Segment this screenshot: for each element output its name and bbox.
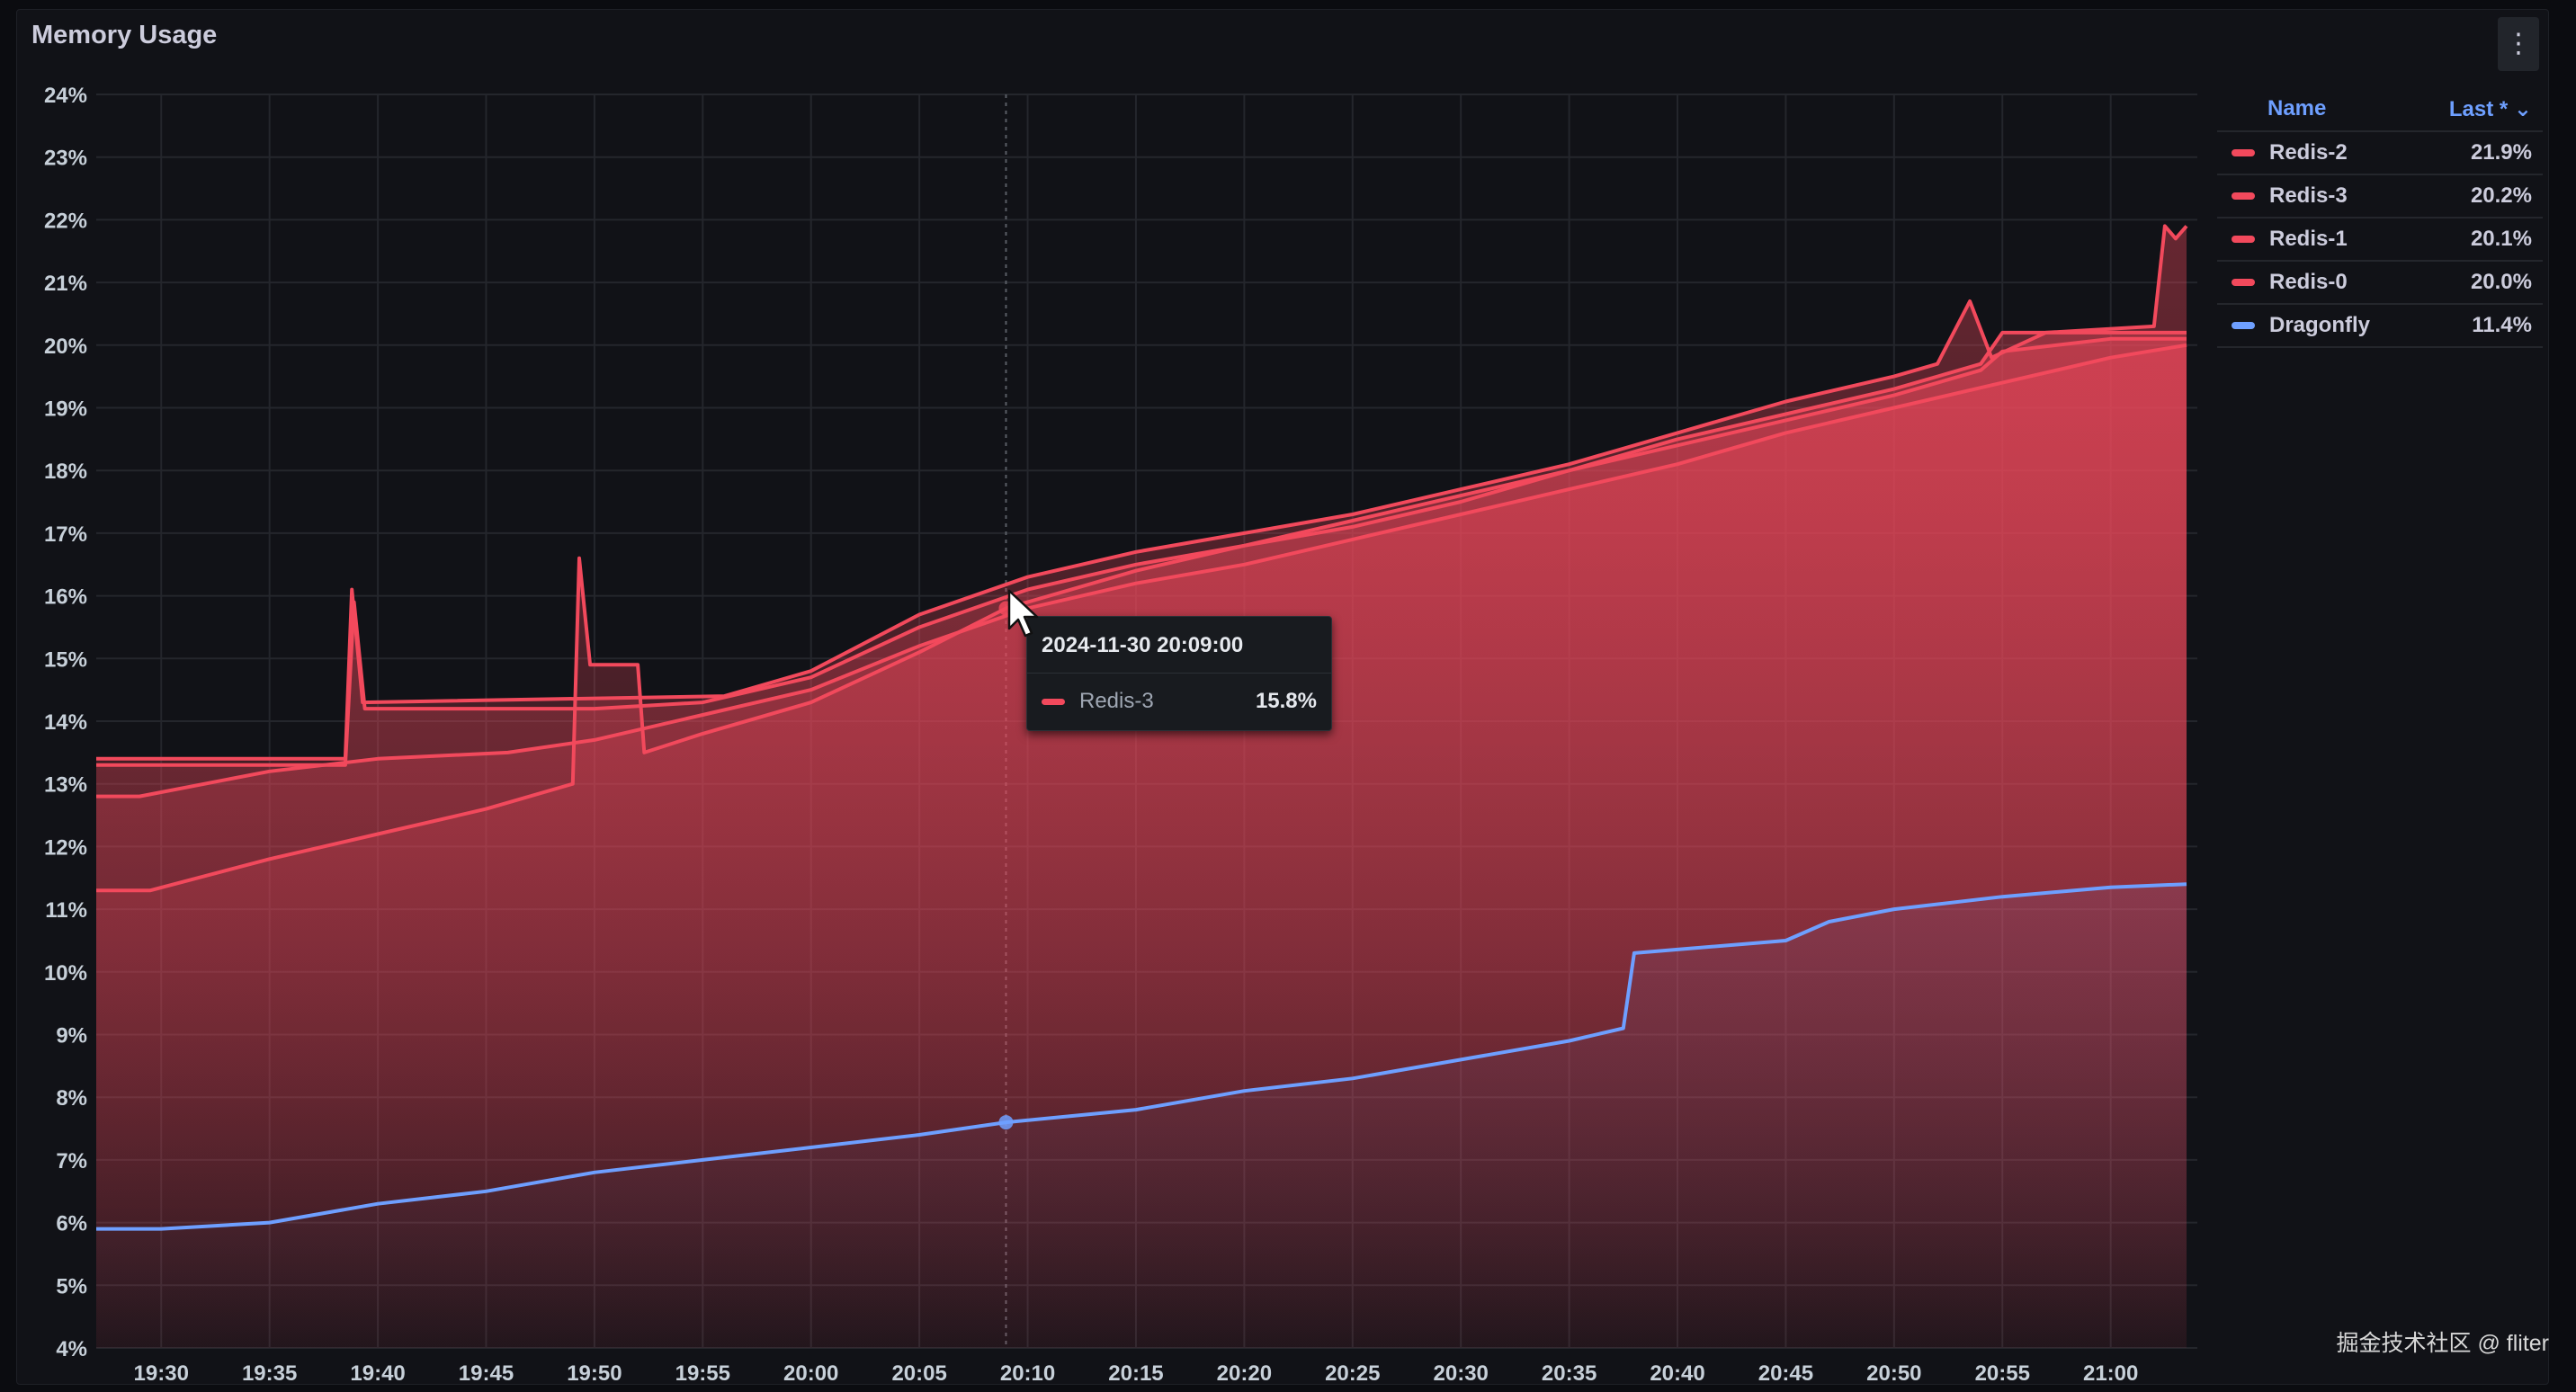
legend-item-value: 20.2% — [2470, 183, 2532, 208]
y-tick-label: 10% — [44, 961, 87, 986]
hover-marker-dragonfly — [998, 1115, 1014, 1130]
x-tick-label: 19:35 — [242, 1361, 297, 1386]
y-tick-label: 17% — [44, 522, 87, 547]
line-redis-1 — [96, 336, 2187, 767]
x-tick-label: 20:20 — [1217, 1361, 1272, 1386]
panel-title: Memory Usage — [31, 21, 218, 49]
legend-item-redis-3[interactable]: Redis-3 20.2% — [2217, 175, 2543, 219]
y-tick-label: 11% — [45, 898, 87, 923]
x-tick-label: 20:45 — [1758, 1361, 1813, 1386]
legend-item-redis-2[interactable]: Redis-2 21.9% — [2217, 132, 2543, 175]
legend-item-name: Redis-0 — [2269, 270, 2348, 294]
memory-usage-chart[interactable]: 4% 5% 6% 7% 8% 9% 10% 11% 12% 13% 14% 15% 16% 17% 18% 1… — [17, 10, 2550, 1386]
y-tick-label: 21% — [44, 272, 87, 296]
y-tick-label: 13% — [44, 773, 87, 798]
legend-table: Name Last * ⌄ Redis-2 21.9% Redis-3 20.2% Re… — [2217, 87, 2543, 348]
area-dragonfly — [96, 884, 2187, 1348]
x-tick-label: 20:10 — [1000, 1361, 1055, 1386]
y-tick-label: 8% — [56, 1086, 87, 1111]
legend-swatch — [2232, 279, 2255, 286]
y-axis-ticks: 4% 5% 6% 7% 8% 9% 10% 11% 12% 13% 14% 15% 16% 17% 18% 1… — [44, 84, 87, 1361]
legend-item-name: Redis-2 — [2269, 140, 2348, 165]
y-tick-label: 14% — [44, 710, 87, 735]
legend-item-redis-1[interactable]: Redis-1 20.1% — [2217, 219, 2543, 262]
watermark: 掘金技术社区 @ fliter — [2336, 1331, 2550, 1356]
x-tick-label: 19:40 — [350, 1361, 405, 1386]
x-tick-label: 20:00 — [783, 1361, 838, 1386]
x-tick-label: 20:05 — [891, 1361, 946, 1386]
y-tick-label: 12% — [44, 835, 87, 860]
legend-item-value: 20.1% — [2470, 227, 2532, 251]
y-tick-label: 9% — [56, 1024, 87, 1048]
tooltip-series-name: Redis-3 — [1079, 689, 1154, 713]
tooltip-series-value: 15.8% — [1255, 689, 1317, 713]
hover-tooltip: 2024-11-30 20:09:00 Redis-3 15.8% — [1026, 616, 1332, 731]
x-tick-label: 20:30 — [1434, 1361, 1489, 1386]
x-tick-label: 20:35 — [1542, 1361, 1597, 1386]
x-tick-label: 20:55 — [1975, 1361, 2030, 1386]
y-tick-label: 18% — [44, 460, 87, 484]
x-tick-label: 20:15 — [1108, 1361, 1163, 1386]
series-fills — [96, 226, 2187, 1348]
x-tick-label: 19:50 — [567, 1361, 622, 1386]
x-tick-label: 19:45 — [459, 1361, 514, 1386]
legend-swatch — [2232, 149, 2255, 156]
y-tick-label: 22% — [44, 209, 87, 233]
mouse-pointer-icon — [1007, 589, 1039, 638]
y-tick-label: 19% — [44, 397, 87, 422]
legend-header: Name Last * ⌄ — [2217, 87, 2543, 132]
tooltip-divider — [1027, 673, 1331, 674]
legend-item-value: 20.0% — [2470, 270, 2532, 294]
legend-item-redis-0[interactable]: Redis-0 20.0% — [2217, 262, 2543, 305]
series-lines — [96, 224, 2188, 1231]
panel-menu-button[interactable]: ⋮ — [2498, 17, 2539, 71]
x-tick-label: 20:40 — [1650, 1361, 1704, 1386]
tooltip-series-swatch — [1042, 698, 1065, 705]
legend-item-value: 21.9% — [2470, 140, 2532, 165]
x-axis-ticks: 19:30 19:35 19:40 19:45 19:50 19:55 20:00 20:05… — [134, 1361, 2139, 1386]
x-tick-label: 20:25 — [1325, 1361, 1380, 1386]
legend-item-value: 11.4% — [2472, 313, 2532, 337]
y-tick-label: 7% — [56, 1149, 87, 1173]
legend-item-dragonfly[interactable]: Dragonfly 11.4% — [2217, 305, 2543, 348]
tooltip-time: 2024-11-30 20:09:00 — [1042, 633, 1244, 657]
y-tick-label: 23% — [44, 147, 87, 171]
y-tick-label: 15% — [44, 647, 87, 672]
x-tick-label: 19:30 — [134, 1361, 189, 1386]
legend-swatch — [2232, 192, 2255, 200]
legend-item-name: Dragonfly — [2269, 313, 2371, 337]
memory-usage-panel: Memory Usage ⋮ 4% 5% 6% 7% 8% 9% 10% 11% 12% 13% 1… — [16, 9, 2550, 1386]
x-tick-label: 21:00 — [2083, 1361, 2138, 1386]
tooltip-row: Redis-3 15.8% — [1042, 689, 1317, 714]
x-tick-label: 19:55 — [675, 1361, 730, 1386]
legend-swatch — [2232, 236, 2255, 243]
x-tick-label: 20:50 — [1866, 1361, 1921, 1386]
legend-header-name[interactable]: Name — [2267, 96, 2327, 120]
y-tick-label: 20% — [44, 335, 87, 359]
y-tick-label: 6% — [56, 1212, 87, 1236]
y-tick-label: 4% — [56, 1337, 87, 1361]
legend-swatch — [2232, 322, 2255, 329]
legend-item-name: Redis-3 — [2269, 183, 2348, 208]
y-tick-label: 5% — [56, 1274, 87, 1298]
line-dragonfly — [96, 882, 2187, 1231]
legend-header-last[interactable]: Last * ⌄ — [2448, 96, 2532, 121]
y-tick-label: 16% — [44, 585, 87, 610]
y-tick-label: 24% — [44, 84, 87, 108]
kebab-menu-icon: ⋮ — [2505, 29, 2532, 58]
legend-item-name: Redis-1 — [2269, 227, 2348, 251]
line-redis-0 — [96, 343, 2187, 799]
